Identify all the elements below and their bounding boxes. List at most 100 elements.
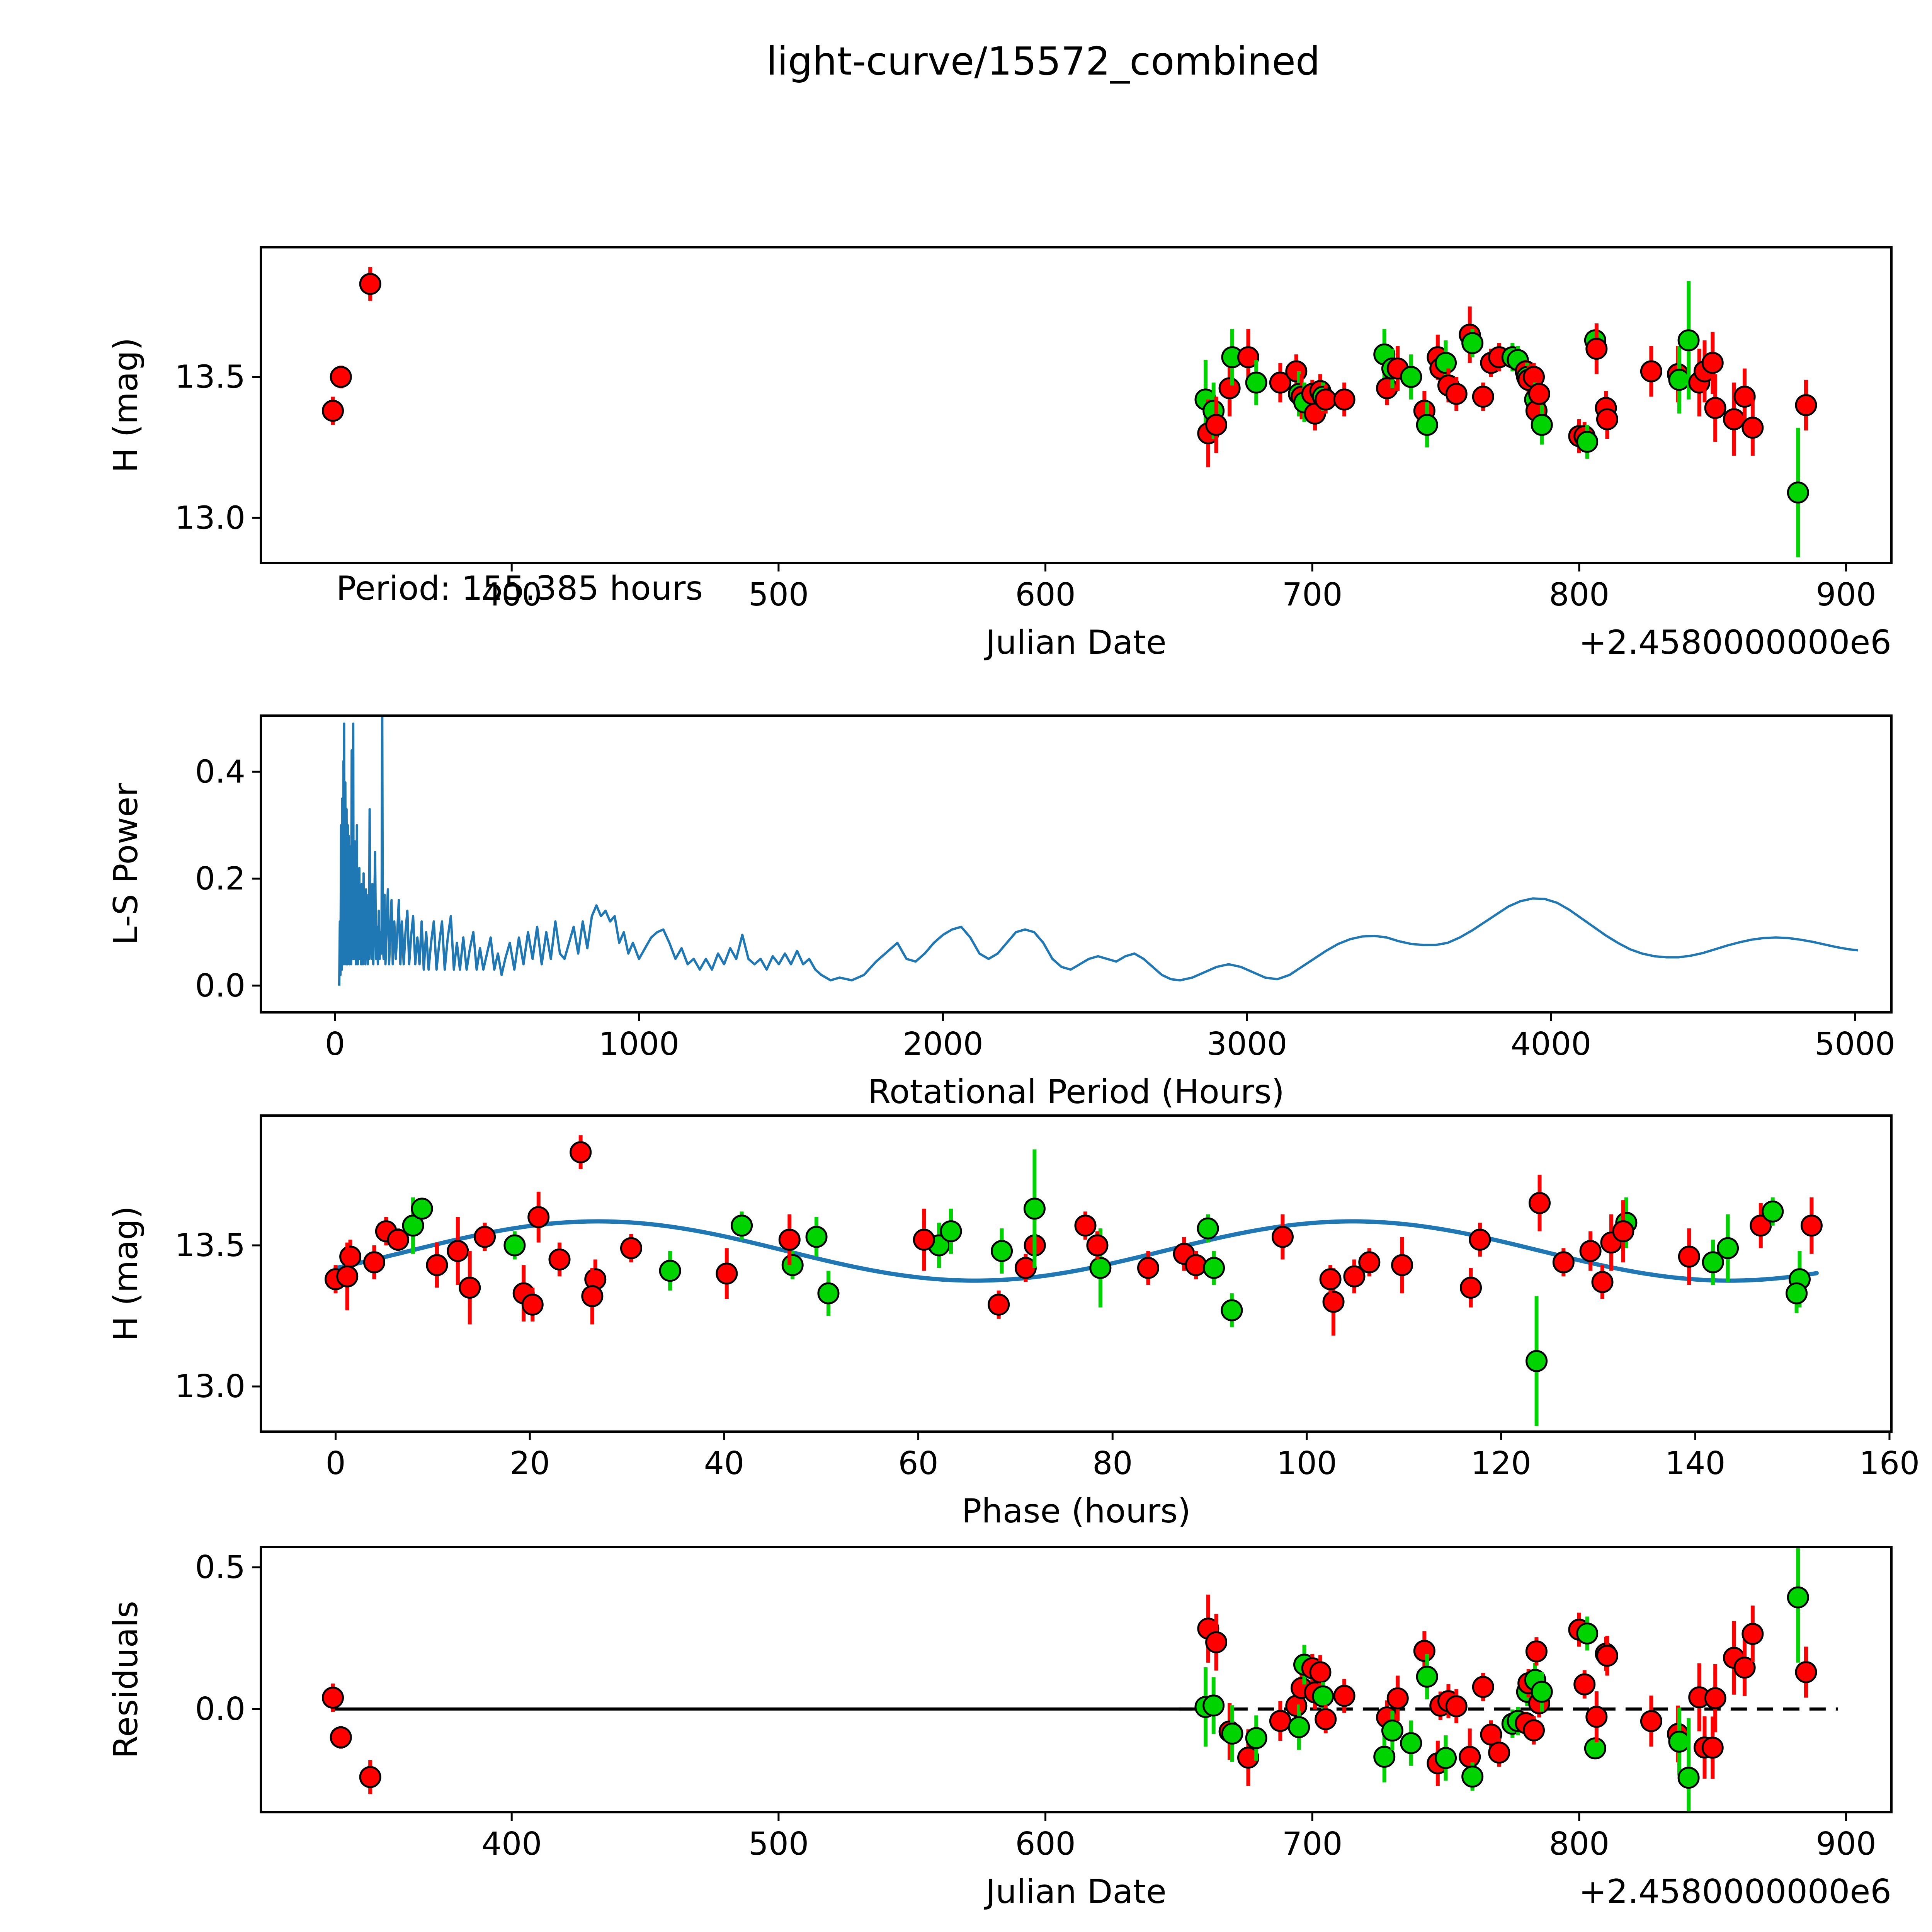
jd-point-marker <box>1528 383 1550 405</box>
phase-point-marker <box>781 1254 804 1276</box>
residual-point-marker <box>1333 1685 1355 1707</box>
residual-point-marker <box>1309 1661 1332 1684</box>
residual-point-marker <box>1435 1747 1457 1769</box>
residual-point-marker <box>1488 1742 1510 1764</box>
jd-point-marker <box>1315 388 1337 411</box>
residual-point-marker <box>1640 1710 1662 1732</box>
residual-point-marker <box>1315 1708 1337 1730</box>
phase-point-marker <box>426 1254 448 1276</box>
residual-point-marker <box>1400 1732 1422 1754</box>
residual-point-marker <box>1245 1727 1267 1749</box>
periodogram-ytick-label: 0.2 <box>195 861 245 897</box>
phase-point-marker <box>402 1214 424 1237</box>
jd-point-marker <box>1701 352 1724 374</box>
phase-xtick-label: 160 <box>1859 1445 1920 1482</box>
jd-point-marker <box>1269 371 1291 394</box>
residual-point-marker <box>1237 1747 1259 1769</box>
phase-point-marker <box>1185 1254 1207 1276</box>
residual-point-marker <box>1416 1665 1438 1688</box>
residual-point-marker <box>1461 1765 1484 1788</box>
phase-point-marker <box>1762 1200 1784 1223</box>
jd-point-marker <box>1205 414 1228 436</box>
phase-point-marker <box>503 1234 526 1257</box>
periodogram-xtick-label: 4000 <box>1511 1026 1592 1063</box>
residual-point-marker <box>1701 1736 1724 1759</box>
jd-point-marker <box>1733 386 1756 408</box>
phase-point-marker <box>1391 1254 1413 1276</box>
residual-point-marker <box>1525 1640 1548 1663</box>
periodogram-xtick-label: 1000 <box>599 1026 679 1063</box>
phase-point-marker <box>1197 1217 1219 1240</box>
phase-point-marker <box>336 1265 359 1287</box>
phase-point-marker <box>1137 1257 1159 1279</box>
phase-point-marker <box>1203 1257 1225 1279</box>
jd-point-marker <box>1218 377 1241 400</box>
phase-xtick-label: 20 <box>510 1445 550 1482</box>
phase-point-marker <box>1529 1192 1551 1214</box>
jd-point-marker <box>1640 360 1662 383</box>
periodogram-axes-box <box>260 714 1893 1014</box>
jd-point-marker <box>321 400 344 422</box>
residual-point-marker <box>1585 1706 1608 1728</box>
jd_lightcurve-xtick-label: 400 <box>481 577 542 613</box>
panel-periodogram: 0 1000 2000 3000 4000 5000 0.4 0.2 0.0 Rotational… <box>107 714 1895 1111</box>
phase-point-marker <box>1074 1214 1097 1237</box>
period-annotation: Period: 155.385 hours <box>336 569 703 608</box>
residual-point-marker <box>1221 1722 1243 1745</box>
jd_lightcurve-xtick-label: 700 <box>1282 577 1343 613</box>
phase-point-marker <box>1358 1251 1381 1274</box>
jd_lightcurve-ytick-label: 13.0 <box>175 500 245 536</box>
phase-point-marker <box>339 1245 362 1268</box>
phase-point-marker <box>1086 1234 1109 1257</box>
jd-point-marker <box>1795 394 1817 416</box>
periodogram-ytick-label: 0.4 <box>195 753 245 790</box>
residual-point-marker <box>1668 1730 1690 1753</box>
periodogram-curve <box>338 716 1858 986</box>
phase-point-marker <box>411 1197 433 1220</box>
residual-point-marker <box>1459 1746 1481 1768</box>
residuals-xtick-label: 400 <box>481 1826 542 1862</box>
phase-point-marker <box>1343 1265 1366 1287</box>
phase-point-marker <box>1717 1237 1739 1259</box>
phase-xtick-label: 80 <box>1092 1445 1133 1482</box>
residuals-ytick-label: 0.0 <box>195 1691 245 1728</box>
phase-point-marker <box>731 1214 753 1237</box>
phase-point-marker <box>1678 1245 1700 1268</box>
phase-xtick-label: 0 <box>325 1445 345 1482</box>
phase-axes-box <box>260 1114 1893 1433</box>
residuals-xlabel: Julian Date <box>984 1872 1167 1911</box>
phase-xtick-label: 60 <box>898 1445 938 1482</box>
phase-point-marker <box>991 1240 1013 1262</box>
jd-point-marker <box>1461 332 1484 354</box>
residual-point-marker <box>321 1687 344 1709</box>
residuals-ytick-label: 0.5 <box>195 1549 245 1586</box>
phase-xtick-label: 140 <box>1665 1445 1726 1482</box>
phase-point-marker <box>988 1293 1010 1316</box>
jd-point-marker <box>1585 338 1608 360</box>
residual-point-marker <box>1202 1694 1225 1717</box>
jd_lightcurve-offset-label: +2.4580000000e6 <box>1579 623 1891 662</box>
jd_lightcurve-xtick-label: 500 <box>748 577 809 613</box>
residuals-xtick-label: 700 <box>1282 1826 1343 1862</box>
phase-point-marker <box>474 1226 496 1248</box>
residuals-xtick-label: 500 <box>748 1826 809 1862</box>
phase-point-marker <box>778 1228 801 1251</box>
phase-xtick-label: 120 <box>1471 1445 1531 1482</box>
phase-point-marker <box>1786 1282 1808 1304</box>
residual-point-marker <box>1269 1710 1291 1732</box>
jd_lightcurve-xlabel: Julian Date <box>984 623 1167 662</box>
periodogram-xtick-label: 5000 <box>1815 1026 1895 1063</box>
phase-point-marker <box>447 1240 469 1262</box>
residual-point-marker <box>1445 1695 1468 1718</box>
phase-point-marker <box>659 1260 681 1282</box>
phase-point-marker <box>1271 1226 1294 1248</box>
jd-point-marker <box>1668 369 1690 391</box>
residual-point-marker <box>1795 1661 1817 1683</box>
residual-point-marker <box>1733 1656 1756 1679</box>
residual-point-marker <box>1205 1631 1228 1653</box>
residuals-data <box>321 1547 1838 1812</box>
panel-phase: 0 20 40 60 80 100 120 140 160 13.5 13.0 Phase (hour… <box>107 1114 1920 1531</box>
residuals-xtick-label: 600 <box>1015 1826 1076 1862</box>
panel-residuals: 400 500 600 700 800 900 0.5 0.0 Julian Date +2.45… <box>107 1546 1893 1911</box>
phase-point-marker <box>805 1226 828 1248</box>
